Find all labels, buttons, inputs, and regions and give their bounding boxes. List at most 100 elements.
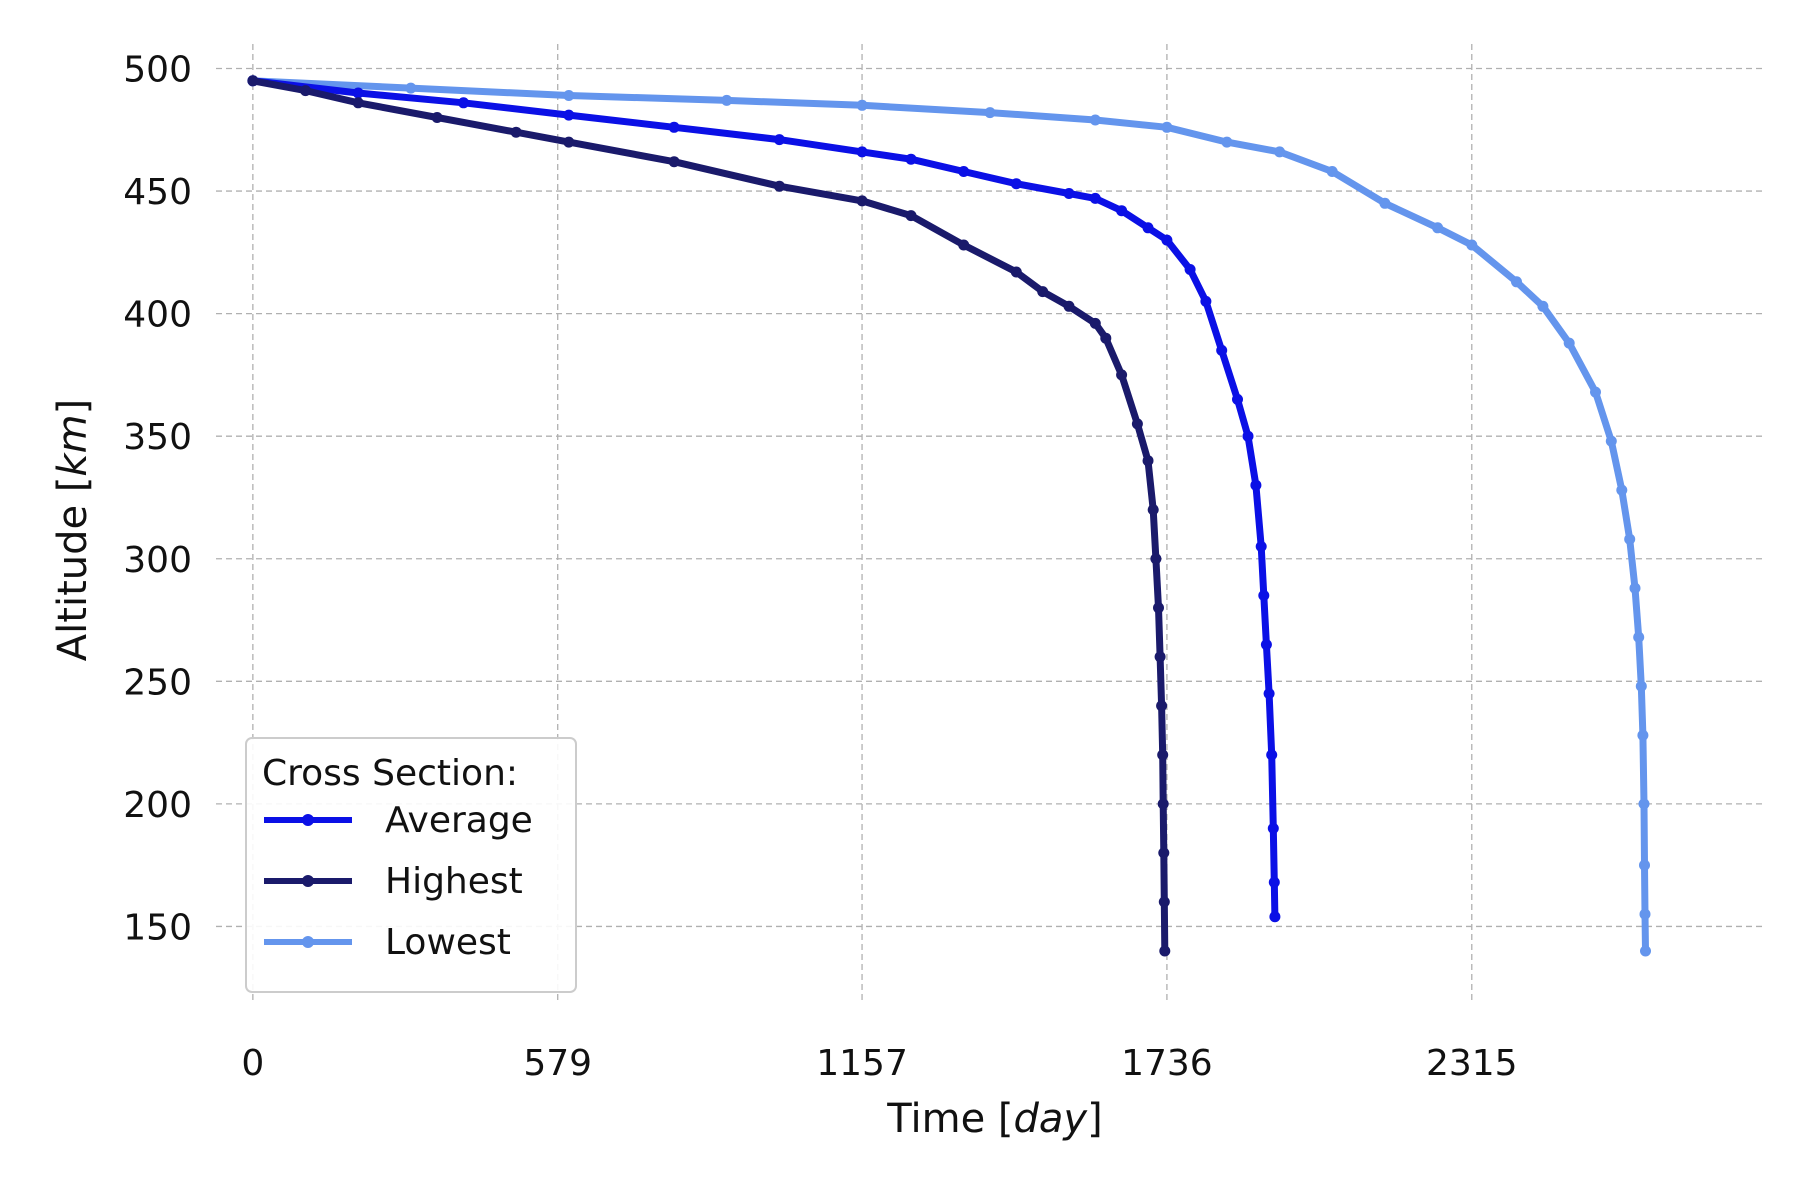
x-tick-label: 579 [523,1043,592,1084]
data-point-lowest [1629,582,1641,594]
x-tick-label: 0 [241,1043,264,1084]
data-point-average [1266,749,1278,761]
data-point-highest [1153,602,1164,614]
data-point-lowest [1640,945,1651,957]
data-point-highest [1010,266,1022,278]
data-point-average [1260,639,1272,651]
data-point-lowest [1221,136,1233,148]
legend-marker-lowest [302,936,314,948]
data-point-highest [247,75,259,87]
data-point-highest [668,156,680,168]
data-point-lowest [1274,146,1286,158]
data-point-average [773,134,785,146]
data-point-average [1250,479,1262,491]
y-tick-label: 350 [123,417,192,458]
data-point-highest [1037,286,1049,298]
data-point-lowest [1638,798,1650,810]
data-point-average [1268,876,1280,888]
data-point-highest [1131,418,1143,430]
data-point-highest [1158,896,1170,908]
legend-label-lowest: Lowest [385,922,511,963]
y-tick-label: 200 [123,785,192,826]
legend-marker-average [302,814,314,826]
data-point-lowest [721,94,733,106]
data-point-lowest [1635,680,1647,692]
data-point-highest [1116,369,1128,381]
data-point-lowest [1637,729,1649,741]
data-point-lowest [856,99,868,111]
data-point-average [1242,430,1254,442]
data-point-average [1142,222,1154,234]
data-point-average [1089,192,1101,204]
data-point-lowest [1590,386,1601,398]
plot-area [247,75,1651,957]
data-point-lowest [1639,859,1650,871]
legend-label-average: Average [385,800,533,841]
data-point-highest [856,195,868,207]
data-point-average [1184,264,1196,275]
data-point-average [352,87,364,99]
data-point-highest [510,126,522,138]
data-point-highest [1147,504,1159,516]
data-point-highest [1089,317,1101,329]
data-point-highest [1100,332,1112,344]
data-point-lowest [1466,239,1478,251]
data-point-lowest [1511,276,1522,288]
y-tick-label: 450 [123,172,192,213]
data-point-highest [1142,455,1154,467]
data-point-highest [905,210,917,222]
legend-label-highest: Highest [385,861,523,902]
data-point-average [1267,822,1279,834]
data-point-average [905,153,917,165]
data-point-highest [563,136,575,148]
data-point-lowest [984,107,996,119]
data-point-lowest [1624,533,1636,545]
data-point-highest [958,239,970,251]
y-tick-label: 400 [123,295,192,336]
data-point-lowest [1537,300,1549,312]
data-point-highest [1159,945,1171,957]
legend-item-highest: Highest [264,861,523,902]
data-point-highest [1063,300,1075,312]
data-point-lowest [1563,337,1575,349]
legend-item-lowest: Lowest [264,922,511,963]
data-point-average [1263,688,1275,700]
data-point-highest [773,180,785,192]
data-point-lowest [1379,197,1391,209]
data-point-lowest [1326,166,1338,177]
data-point-highest [1154,651,1166,663]
data-point-average [563,109,575,121]
series-average [247,75,1281,923]
data-point-average [1258,590,1270,601]
data-point-lowest [1633,631,1645,643]
legend: Cross Section: Average Highest Lowest [245,737,577,993]
data-point-lowest [1161,121,1173,133]
data-point-average [1216,344,1228,356]
data-point-average [958,166,970,177]
data-point-average [1269,911,1281,923]
data-point-average [1063,188,1075,199]
x-axis-label: Time [day] [886,1096,1102,1142]
y-tick-label: 500 [123,50,192,91]
data-point-average [1116,205,1128,217]
data-point-lowest [405,82,417,94]
data-point-average [1255,541,1267,552]
data-point-average [856,146,868,158]
y-tick-label: 300 [123,540,192,581]
data-point-highest [300,85,311,97]
data-point-highest [352,97,364,109]
y-axis-label: Altitude [km] [50,399,96,661]
data-point-lowest [1639,908,1651,920]
legend-box [245,737,577,993]
x-tick-label: 1736 [1121,1043,1213,1084]
data-point-average [1232,393,1243,405]
data-point-lowest [1432,222,1444,234]
data-point-average [1161,234,1173,246]
data-point-highest [1158,847,1170,859]
x-tick-label: 1157 [816,1043,908,1084]
data-point-lowest [1616,484,1628,496]
data-point-average [458,97,469,109]
series-lowest [247,75,1651,957]
data-point-average [668,121,680,133]
